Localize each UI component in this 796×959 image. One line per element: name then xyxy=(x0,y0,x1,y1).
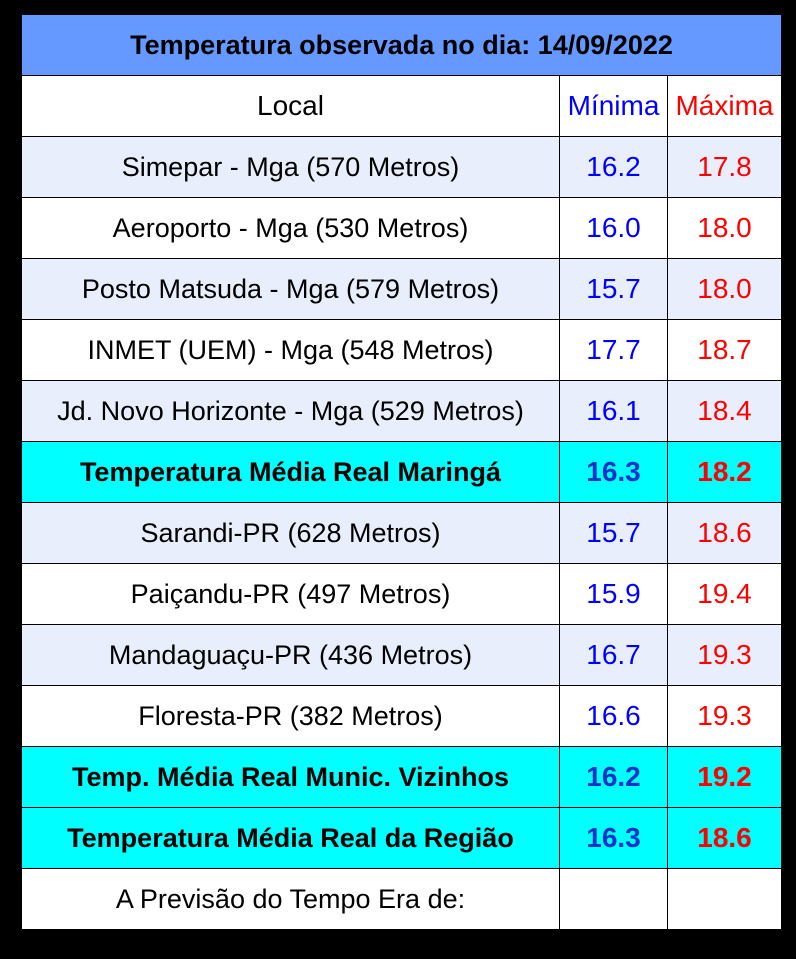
max-temp-cell: 18.7 xyxy=(667,319,782,381)
max-temp-cell: 19.2 xyxy=(667,746,782,808)
forecast-label: A Previsão do Tempo Era de: xyxy=(21,868,560,930)
max-temp-cell: 19.3 xyxy=(667,685,782,747)
temperature-report: Temperatura observada no dia: 14/09/2022… xyxy=(21,14,782,930)
location-cell: Simepar - Mga (570 Metros) xyxy=(21,136,560,198)
station-row: Mandaguaçu-PR (436 Metros) 16.7 19.3 xyxy=(21,624,782,686)
location-cell: Temperatura Média Real da Região xyxy=(21,807,560,869)
location-cell: INMET (UEM) - Mga (548 Metros) xyxy=(21,319,560,381)
station-row: INMET (UEM) - Mga (548 Metros) 17.7 18.7 xyxy=(21,319,782,381)
forecast-row: A Previsão do Tempo Era de: xyxy=(21,868,782,930)
forecast-max xyxy=(667,868,782,930)
max-temp-cell: 18.6 xyxy=(667,807,782,869)
min-temp-cell: 16.0 xyxy=(559,197,668,259)
max-temp-cell: 19.4 xyxy=(667,563,782,625)
min-temp-cell: 17.7 xyxy=(559,319,668,381)
location-cell: Mandaguaçu-PR (436 Metros) xyxy=(21,624,560,686)
max-temp-cell: 18.2 xyxy=(667,441,782,503)
station-row: Simepar - Mga (570 Metros) 16.2 17.8 xyxy=(21,136,782,198)
location-cell: Paiçandu-PR (497 Metros) xyxy=(21,563,560,625)
location-cell: Sarandi-PR (628 Metros) xyxy=(21,502,560,564)
station-row: Aeroporto - Mga (530 Metros) 16.0 18.0 xyxy=(21,197,782,259)
max-temp-cell: 19.3 xyxy=(667,624,782,686)
station-row: Paiçandu-PR (497 Metros) 15.9 19.4 xyxy=(21,563,782,625)
min-temp-cell: 16.2 xyxy=(559,136,668,198)
forecast-min xyxy=(559,868,668,930)
average-row: Temperatura Média Real da Região 16.3 18.6 xyxy=(21,807,782,869)
min-temp-cell: 15.7 xyxy=(559,502,668,564)
location-cell: Temp. Média Real Munic. Vizinhos xyxy=(21,746,560,808)
station-row: Floresta-PR (382 Metros) 16.6 19.3 xyxy=(21,685,782,747)
header-min: Mínima xyxy=(559,75,668,137)
location-cell: Aeroporto - Mga (530 Metros) xyxy=(21,197,560,259)
max-temp-cell: 17.8 xyxy=(667,136,782,198)
title-row: Temperatura observada no dia: 14/09/2022 xyxy=(21,14,782,76)
min-temp-cell: 16.1 xyxy=(559,380,668,442)
min-temp-cell: 16.3 xyxy=(559,441,668,503)
header-max: Máxima xyxy=(667,75,782,137)
location-cell: Jd. Novo Horizonte - Mga (529 Metros) xyxy=(21,380,560,442)
location-cell: Posto Matsuda - Mga (579 Metros) xyxy=(21,258,560,320)
header-local: Local xyxy=(21,75,560,137)
location-cell: Temperatura Média Real Maringá xyxy=(21,441,560,503)
header-row: Local Mínima Máxima xyxy=(21,75,782,137)
max-temp-cell: 18.0 xyxy=(667,197,782,259)
station-row: Sarandi-PR (628 Metros) 15.7 18.6 xyxy=(21,502,782,564)
table-title: Temperatura observada no dia: 14/09/2022 xyxy=(21,14,782,76)
min-temp-cell: 15.9 xyxy=(559,563,668,625)
average-row: Temperatura Média Real Maringá 16.3 18.2 xyxy=(21,441,782,503)
min-temp-cell: 15.7 xyxy=(559,258,668,320)
station-row: Jd. Novo Horizonte - Mga (529 Metros) 16.… xyxy=(21,380,782,442)
min-temp-cell: 16.7 xyxy=(559,624,668,686)
station-row: Posto Matsuda - Mga (579 Metros) 15.7 18.0 xyxy=(21,258,782,320)
location-cell: Floresta-PR (382 Metros) xyxy=(21,685,560,747)
max-temp-cell: 18.0 xyxy=(667,258,782,320)
min-temp-cell: 16.2 xyxy=(559,746,668,808)
max-temp-cell: 18.6 xyxy=(667,502,782,564)
min-temp-cell: 16.6 xyxy=(559,685,668,747)
temperature-table: Temperatura observada no dia: 14/09/2022… xyxy=(21,14,782,930)
max-temp-cell: 18.4 xyxy=(667,380,782,442)
min-temp-cell: 16.3 xyxy=(559,807,668,869)
average-row: Temp. Média Real Munic. Vizinhos 16.2 19.2 xyxy=(21,746,782,808)
